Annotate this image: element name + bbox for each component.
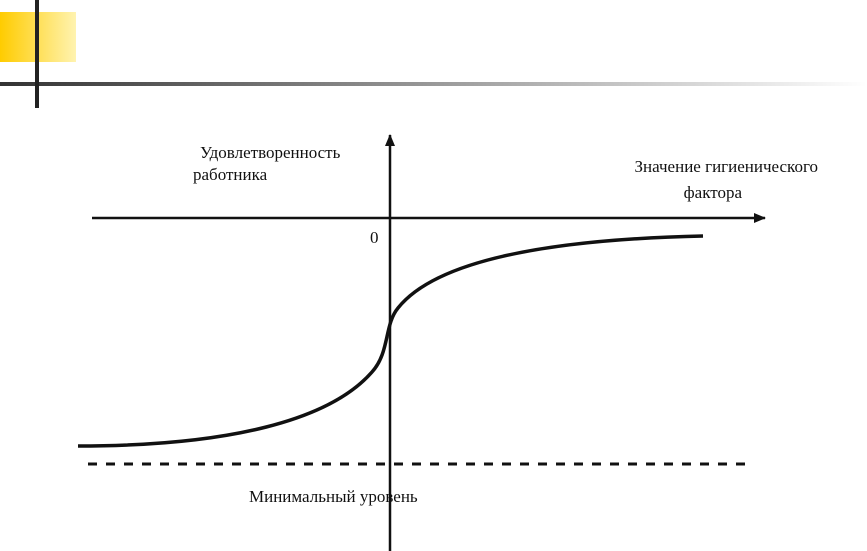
x-axis-label: Значение гигиенического bbox=[635, 157, 818, 176]
decor-line bbox=[35, 0, 39, 108]
decor-bar bbox=[0, 82, 867, 86]
x-axis-label: фактора bbox=[684, 183, 743, 202]
y-axis-label: Удовлетворенность bbox=[200, 143, 341, 162]
min-level-label: Минимальный уровень bbox=[249, 487, 418, 506]
satisfaction-curve bbox=[77, 234, 704, 448]
y-axis-label: работника bbox=[193, 165, 268, 184]
origin-label: 0 bbox=[370, 228, 379, 247]
